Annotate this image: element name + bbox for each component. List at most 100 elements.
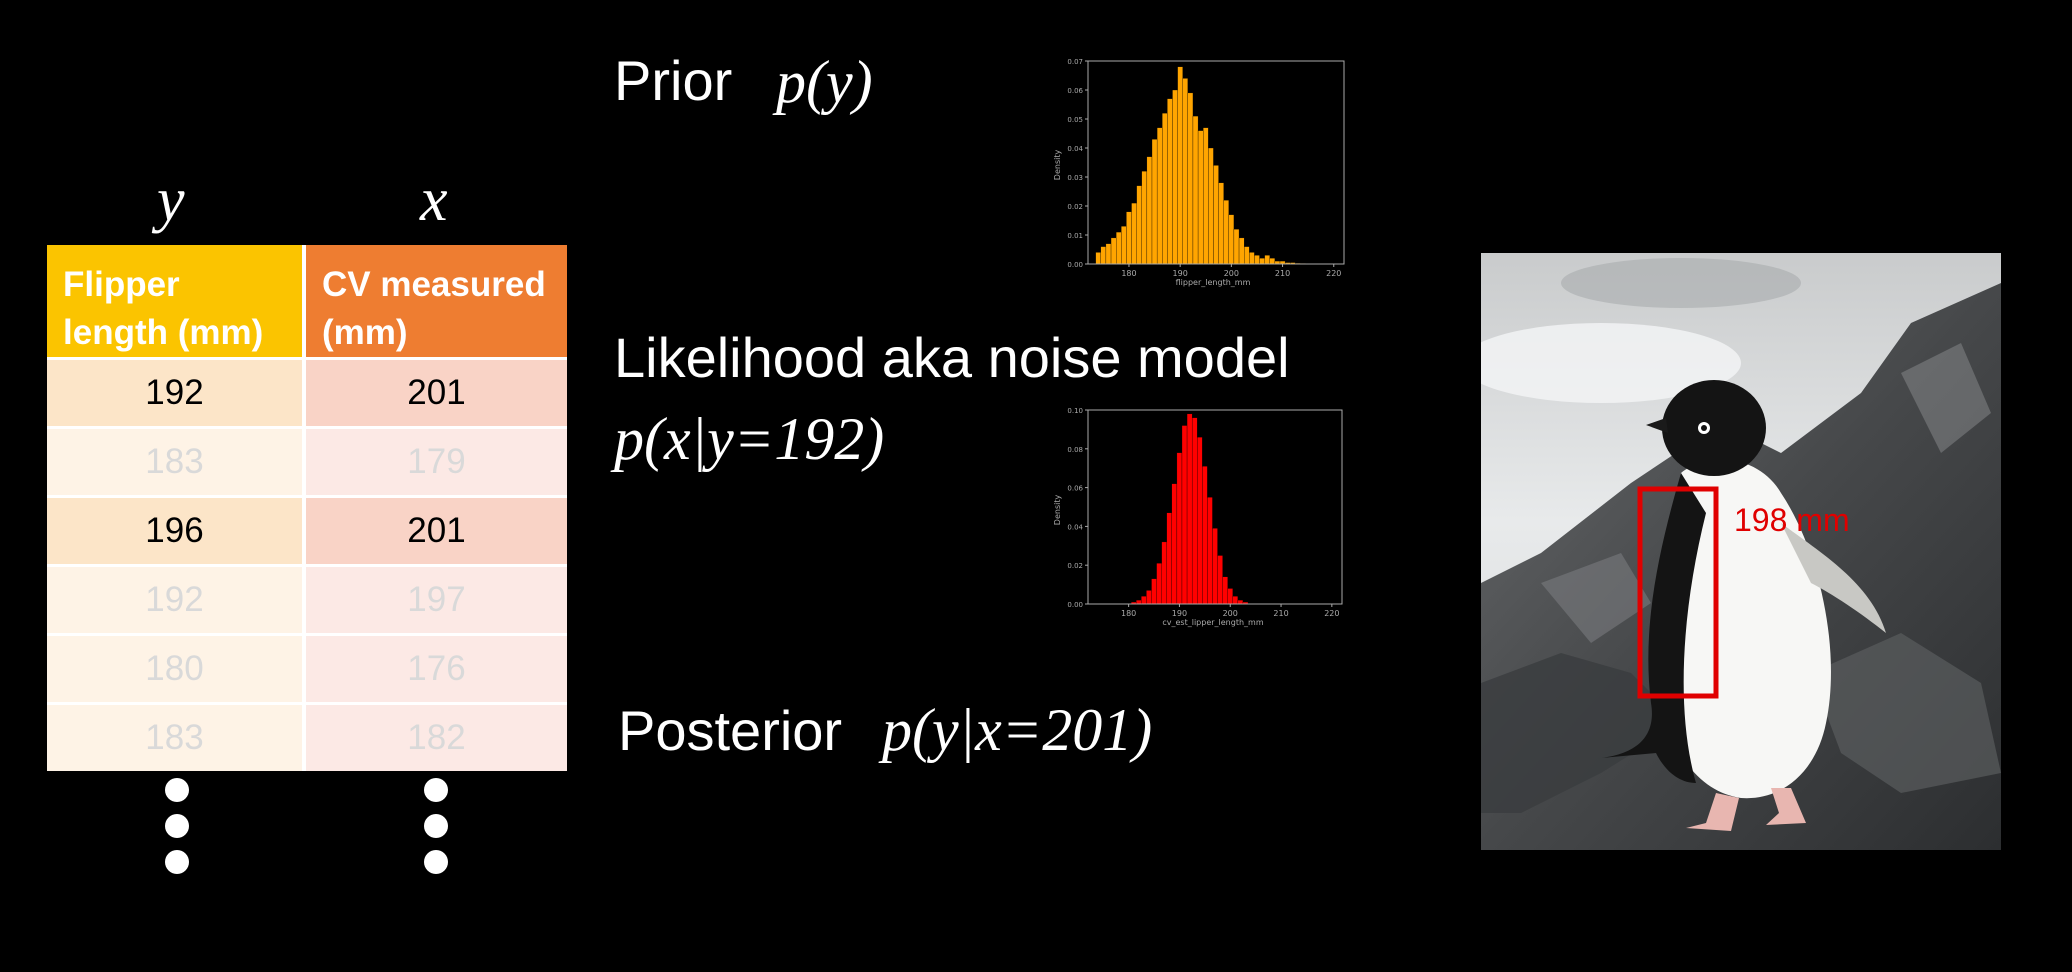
data-table: Flipper length (mm) CV measured (mm) 192…: [47, 245, 567, 771]
prior-ytick-label: 0.03: [1067, 174, 1083, 182]
likelihood-xtick-label: 210: [1273, 609, 1288, 618]
prior-bar: [1228, 214, 1235, 265]
cell-flipper-length: 192: [47, 567, 306, 633]
prior-bar: [1269, 258, 1276, 265]
prior-bar: [1208, 147, 1214, 265]
likelihood-bar: [1151, 578, 1157, 605]
prior-math: p(y): [776, 49, 873, 115]
prior-bar: [1213, 165, 1219, 265]
prior-bar: [1187, 92, 1194, 265]
cell-flipper-length: 180: [47, 636, 306, 702]
likelihood-bar: [1186, 413, 1193, 605]
prior-bar: [1131, 202, 1137, 265]
prior-bar: [1162, 113, 1168, 265]
prior-bar: [1223, 200, 1229, 265]
likelihood-ytick-label: 0.02: [1067, 562, 1083, 570]
cell-cv-measured: 201: [306, 498, 567, 564]
prior-bar: [1264, 255, 1270, 265]
likelihood-bar: [1171, 483, 1178, 605]
likelihood-xtick-label: 180: [1121, 609, 1136, 618]
likelihood-xlabel: cv_est_lipper_length_mm: [1162, 618, 1263, 627]
posterior-math: p(y|x=201): [882, 697, 1153, 763]
prior-bar: [1105, 243, 1112, 265]
penguin-photo: 198 mm: [1481, 253, 2001, 850]
prior-bar: [1233, 229, 1240, 265]
prior-bar: [1116, 231, 1122, 265]
likelihood-bar: [1146, 590, 1152, 605]
penguin: [1601, 380, 1886, 831]
table-header: Flipper length (mm) CV measured (mm): [47, 245, 567, 357]
prior-frame: [1087, 60, 1345, 265]
prior-xtick-label: 220: [1326, 269, 1341, 278]
variable-y: y: [157, 166, 185, 234]
cell-flipper-length: 183: [47, 705, 306, 771]
prior-bar: [1244, 246, 1250, 265]
likelihood-ytick-label: 0.10: [1067, 407, 1083, 415]
likelihood-ytick-label: 0.08: [1067, 446, 1083, 454]
prior-ytick-label: 0.02: [1067, 203, 1083, 211]
table-row: 180 176: [47, 633, 567, 702]
prior-bar: [1146, 156, 1153, 265]
likelihood-ytick-label: 0.00: [1067, 601, 1083, 609]
likelihood-bar: [1161, 541, 1167, 605]
likelihood-xtick-label: 200: [1223, 609, 1238, 618]
prior-xtick-label: 210: [1275, 269, 1290, 278]
table-row: 192 201: [47, 357, 567, 426]
likelihood-bar: [1136, 599, 1142, 605]
prior-xlabel: flipper_length_mm: [1176, 278, 1251, 287]
prior-bar: [1100, 246, 1107, 265]
cell-cv-measured: 201: [306, 360, 567, 426]
prior-histogram: 180 190 200 210 220 0.00 0.01 0.02 0.03 0.04 0.05 0…: [1048, 55, 1348, 295]
prior-ytick-label: 0.04: [1067, 145, 1083, 153]
likelihood-histogram: 180 190 200 210 2200.000.020.040.060.080.10 …: [1048, 405, 1348, 635]
cell-cv-measured: 176: [306, 636, 567, 702]
prior-bar: [1177, 66, 1183, 265]
prior-bar: [1203, 127, 1209, 265]
likelihood-bar: [1202, 466, 1208, 605]
posterior-label: Posterior: [618, 699, 843, 762]
table-row: 183 182: [47, 702, 567, 771]
likelihood-ylabel: Density: [1053, 495, 1062, 526]
likelihood-bar: [1191, 417, 1198, 605]
prior-ytick-label: 0.01: [1067, 232, 1083, 240]
prior-bar: [1254, 255, 1260, 265]
prior-bar: [1192, 115, 1199, 265]
cell-flipper-length: 192: [47, 360, 306, 426]
prior-xtick-label: 180: [1121, 269, 1136, 278]
prior-bar: [1197, 130, 1204, 265]
likelihood-bar: [1217, 555, 1223, 605]
likelihood-bar: [1207, 497, 1213, 605]
likelihood-bar: [1227, 588, 1233, 605]
measurement-label: 198 mm: [1734, 502, 1850, 538]
table-row: 192 197: [47, 564, 567, 633]
likelihood-bar: [1232, 596, 1239, 605]
likelihood-frame: [1087, 409, 1343, 605]
likelihood-ytick-label: 0.04: [1067, 523, 1083, 531]
variable-x: x: [420, 166, 448, 234]
likelihood-bar: [1222, 576, 1228, 605]
cell-cv-measured: 179: [306, 429, 567, 495]
likelihood-label: Likelihood aka noise model: [614, 326, 1290, 389]
prior-label: Prior: [614, 49, 733, 112]
table-body: 192 201 183 179 196 201 192 197 180 176 183 182: [47, 357, 567, 771]
table-row: 183 179: [47, 426, 567, 495]
prior-bar: [1110, 237, 1117, 265]
prior-xtick-label: 190: [1173, 269, 1188, 278]
likelihood-bar: [1181, 425, 1188, 605]
cell-cv-measured: 182: [306, 705, 567, 771]
prior-xtick-label: 200: [1224, 269, 1239, 278]
likelihood-bar: [1166, 512, 1172, 605]
header-cv-measured: CV measured (mm): [306, 245, 567, 357]
prior-bar: [1167, 98, 1173, 265]
prior-bar: [1172, 89, 1178, 265]
cell-cv-measured: 197: [306, 567, 567, 633]
likelihood-xtick-label: 220: [1324, 609, 1339, 618]
prior-ytick-label: 0.05: [1067, 116, 1083, 124]
likelihood-bar: [1197, 437, 1203, 605]
likelihood-bar: [1156, 563, 1162, 605]
header-flipper-length: Flipper length (mm): [47, 245, 306, 357]
prior-bar: [1136, 185, 1142, 265]
prior-ytick-label: 0.07: [1067, 58, 1083, 66]
prior-bar: [1141, 171, 1148, 265]
likelihood-xtick-label: 190: [1172, 609, 1187, 618]
